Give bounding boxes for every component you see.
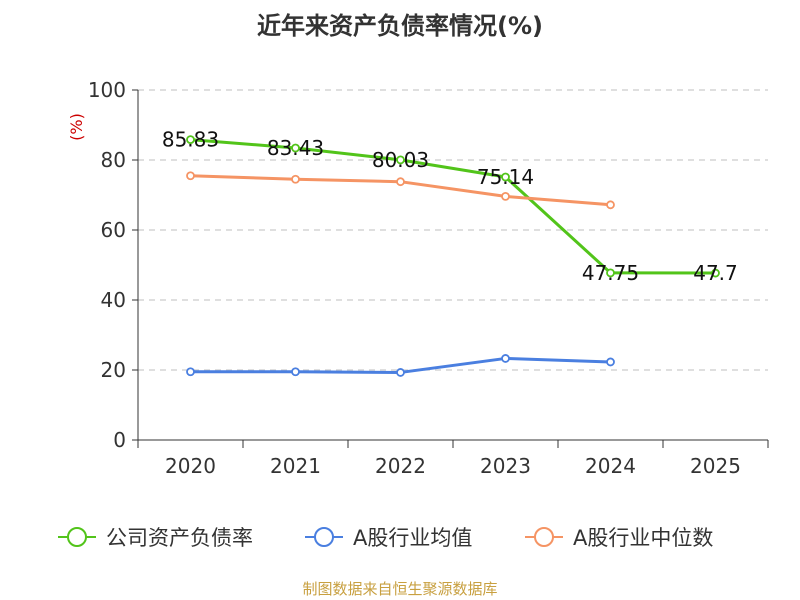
x-tick-label-2022: 2022 xyxy=(375,454,426,478)
x-tick-label-2023: 2023 xyxy=(480,454,531,478)
series-lines xyxy=(186,135,720,377)
legend-label-2[interactable]: A股行业中位数 xyxy=(573,526,713,550)
data-label-0-4: 47.75 xyxy=(582,261,639,285)
x-tick-label-2024: 2024 xyxy=(585,454,636,478)
y-tick-label-40: 40 xyxy=(101,288,126,312)
series-line-0 xyxy=(190,138,716,275)
data-labels: 85.83 83.43 80.03 75.14 47.75 47.7 xyxy=(162,128,738,285)
data-point-2-2[interactable] xyxy=(396,177,405,187)
data-source-note: 制图数据来自恒生聚源数据库 xyxy=(302,580,498,598)
data-point-2-0[interactable] xyxy=(186,171,195,181)
data-point-0-5[interactable] xyxy=(711,268,720,278)
data-point-1-1[interactable] xyxy=(291,367,300,377)
data-point-1-4[interactable] xyxy=(606,357,615,367)
grid-lines xyxy=(138,89,768,371)
x-tick-label-2025: 2025 xyxy=(690,454,741,478)
y-tick-label-60: 60 xyxy=(101,218,126,242)
data-point-0-2[interactable] xyxy=(396,155,405,165)
data-point-0-4[interactable] xyxy=(606,268,615,278)
data-point-0-3[interactable] xyxy=(501,172,510,182)
data-label-0-3: 75.14 xyxy=(477,165,534,189)
y-tick-label-0: 0 xyxy=(113,428,126,452)
legend-marker-2 xyxy=(534,527,554,547)
x-tick-label-2021: 2021 xyxy=(270,454,321,478)
y-tick-label-80: 80 xyxy=(101,148,126,172)
data-point-1-0[interactable] xyxy=(186,367,195,377)
chart-title: 近年来资产负债率情况(%) xyxy=(257,12,543,40)
data-point-2-3[interactable] xyxy=(501,191,510,201)
legend-label-0[interactable]: 公司资产负债率 xyxy=(106,526,253,550)
y-tick-label-20: 20 xyxy=(101,358,126,382)
legend-label-1[interactable]: A股行业均值 xyxy=(353,526,472,550)
data-point-2-1[interactable] xyxy=(291,174,300,184)
data-point-1-3[interactable] xyxy=(501,354,510,363)
y-axis-label: (%) xyxy=(67,113,86,141)
x-tick-label-2020: 2020 xyxy=(165,454,216,478)
data-label-0-2: 80.03 xyxy=(372,148,429,172)
data-point-1-2[interactable] xyxy=(396,368,405,377)
axes: 0 20 40 60 80 100 2020 2021 2022 2023 2024 2025 (%) xyxy=(67,78,769,478)
data-point-0-0[interactable] xyxy=(186,135,195,144)
data-label-0-1: 83.43 xyxy=(267,136,324,160)
data-point-0-1[interactable] xyxy=(291,143,300,153)
y-tick-label-100: 100 xyxy=(88,78,126,102)
legend-marker-1 xyxy=(314,527,334,547)
data-point-2-4[interactable] xyxy=(606,200,615,210)
legend-marker-0 xyxy=(67,527,87,547)
data-label-0-5: 47.7 xyxy=(693,261,738,285)
data-label-0-0: 85.83 xyxy=(162,128,219,152)
legend: 公司资产负债率 A股行业均值 A股行业中位数 xyxy=(58,526,713,550)
